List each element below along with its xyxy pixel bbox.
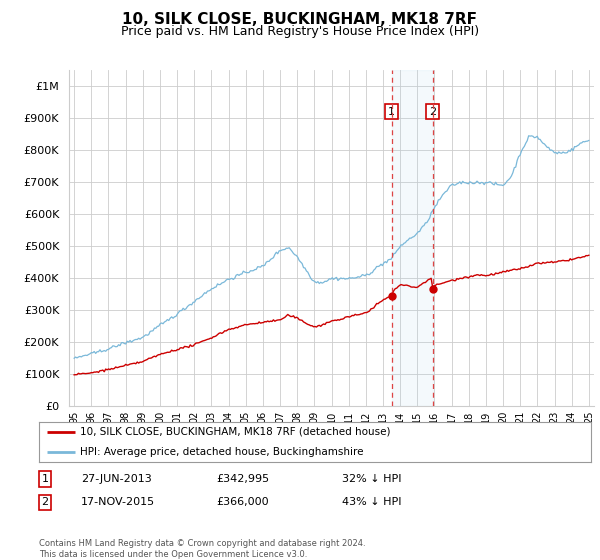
Text: Contains HM Land Registry data © Crown copyright and database right 2024.
This d: Contains HM Land Registry data © Crown c…: [39, 539, 365, 559]
Text: 27-JUN-2013: 27-JUN-2013: [81, 474, 152, 484]
Text: 32% ↓ HPI: 32% ↓ HPI: [342, 474, 401, 484]
Text: 10, SILK CLOSE, BUCKINGHAM, MK18 7RF (detached house): 10, SILK CLOSE, BUCKINGHAM, MK18 7RF (de…: [80, 427, 391, 437]
Text: 17-NOV-2015: 17-NOV-2015: [81, 497, 155, 507]
Text: Price paid vs. HM Land Registry's House Price Index (HPI): Price paid vs. HM Land Registry's House …: [121, 25, 479, 38]
Text: HPI: Average price, detached house, Buckinghamshire: HPI: Average price, detached house, Buck…: [80, 447, 364, 457]
Bar: [392, 70, 433, 406]
Text: £366,000: £366,000: [216, 497, 269, 507]
Text: £342,995: £342,995: [216, 474, 269, 484]
Text: 2: 2: [41, 497, 49, 507]
Text: 2: 2: [429, 106, 436, 116]
Text: 43% ↓ HPI: 43% ↓ HPI: [342, 497, 401, 507]
Text: 10, SILK CLOSE, BUCKINGHAM, MK18 7RF: 10, SILK CLOSE, BUCKINGHAM, MK18 7RF: [122, 12, 478, 27]
Text: 1: 1: [41, 474, 49, 484]
Text: 1: 1: [388, 106, 395, 116]
